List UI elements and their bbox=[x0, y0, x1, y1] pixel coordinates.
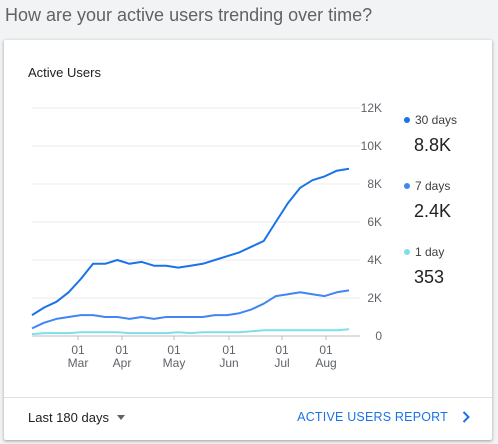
y-tick-label: 12K bbox=[361, 101, 382, 115]
active-users-report-link[interactable]: ACTIVE USERS REPORT bbox=[297, 410, 470, 424]
x-tick-month: May bbox=[163, 356, 186, 370]
date-range-label: Last 180 days bbox=[28, 410, 109, 425]
x-tick-month: Aug bbox=[315, 356, 336, 370]
series-line-7-days bbox=[31, 289, 350, 330]
x-tick-day: 01 bbox=[115, 343, 129, 357]
chevron-right-icon bbox=[462, 411, 470, 423]
legend-value: 2.4K bbox=[414, 201, 452, 221]
legend-label: 1 day bbox=[415, 245, 445, 259]
x-tick-month: Mar bbox=[68, 356, 89, 370]
legend-item: 30 days 8.8K bbox=[404, 113, 484, 156]
card-title: Active Users bbox=[28, 65, 101, 80]
x-tick-month: Jul bbox=[274, 356, 289, 370]
legend-row: 7 days bbox=[404, 179, 484, 193]
legend-dot-icon bbox=[404, 183, 410, 189]
page-question: How are your active users trending over … bbox=[5, 5, 373, 25]
legend-item: 1 day 353 bbox=[404, 245, 484, 288]
y-tick-label: 4K bbox=[367, 253, 382, 267]
y-tick-label: 2K bbox=[367, 291, 382, 305]
x-tick-month: Jun bbox=[219, 356, 238, 370]
legend-row: 1 day bbox=[404, 245, 484, 259]
y-tick-label: 6K bbox=[367, 215, 382, 229]
x-tick-day: 01 bbox=[319, 343, 333, 357]
legend-value: 353 bbox=[414, 267, 445, 287]
x-tick-day: 01 bbox=[222, 343, 236, 357]
legend-label: 30 days bbox=[415, 113, 458, 127]
report-link-label: ACTIVE USERS REPORT bbox=[297, 410, 448, 424]
y-tick-label: 10K bbox=[361, 139, 382, 153]
x-tick-day: 01 bbox=[71, 343, 85, 357]
series-line-30-days bbox=[31, 167, 350, 316]
active-users-card: Active Users 12K 10K 8K 6K 4K 2K 0 01 Mar 01 Apr 0… bbox=[4, 40, 492, 440]
legend-dot-icon bbox=[404, 117, 410, 123]
series-line-1-day bbox=[31, 328, 350, 336]
x-tick-day: 01 bbox=[167, 343, 181, 357]
legend-item: 7 days 2.4K bbox=[404, 179, 484, 222]
x-tick-month: Apr bbox=[113, 356, 132, 370]
card-footer: Last 180 days ACTIVE USERS REPORT bbox=[4, 397, 492, 441]
y-tick-label: 0 bbox=[375, 329, 382, 343]
legend-row: 30 days bbox=[404, 113, 484, 127]
date-range-dropdown[interactable]: Last 180 days bbox=[28, 410, 125, 425]
dropdown-caret-icon bbox=[116, 415, 125, 420]
legend-dot-icon bbox=[404, 249, 410, 255]
x-tick-day: 01 bbox=[275, 343, 289, 357]
y-tick-label: 8K bbox=[367, 177, 382, 191]
legend-label: 7 days bbox=[415, 179, 451, 193]
legend-value: 8.8K bbox=[414, 135, 452, 155]
